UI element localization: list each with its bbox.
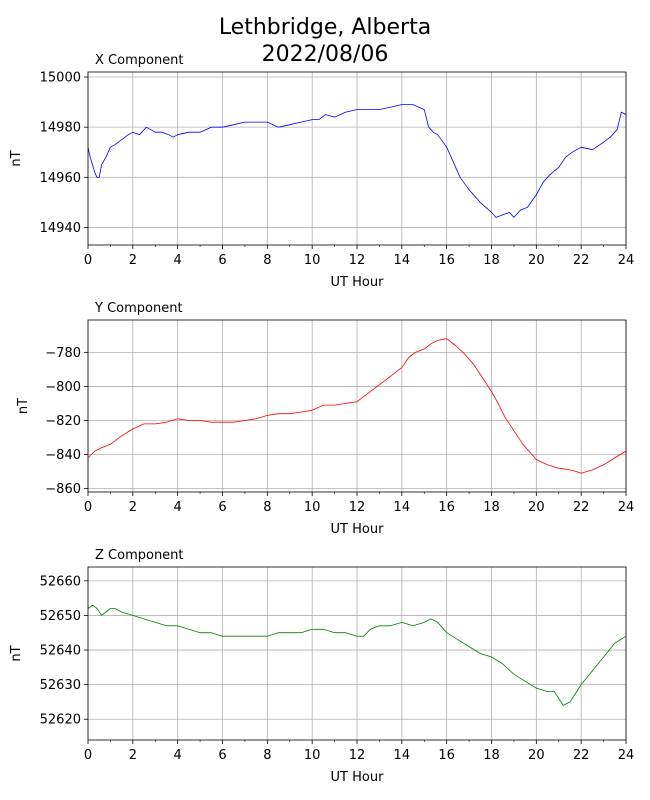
x-tick-label: 8 [263,253,271,268]
x-tick-label: 10 [304,748,321,763]
x-tick-label: 20 [528,253,545,268]
y-tick-label: 52660 [40,574,81,589]
x-tick-label: 2 [129,748,137,763]
panel-1: 0 2 4 6 8 10 12 14 16 18 20 22 241494014960149801500… [9,53,634,290]
y-tick-label: −860 [45,482,81,497]
series-line-1 [87,104,627,218]
x-tick-label: 22 [573,748,590,763]
x-axis-label: UT Hour [331,275,385,290]
x-tick-label: 20 [528,748,545,763]
x-axis-label: UT Hour [331,522,385,537]
y-tick-label: 52620 [40,713,81,728]
y-tick-label: 52640 [40,644,81,659]
x-tick-label: 24 [618,500,635,515]
x-tick-label: 2 [129,253,137,268]
x-tick-label: 6 [218,500,226,515]
x-tick-label: 22 [573,253,590,268]
x-tick-label: 24 [618,748,635,763]
x-tick-label: 4 [174,500,182,515]
x-tick-label: 16 [438,500,455,515]
x-tick-label: 12 [349,500,366,515]
y-tick-label: −800 [45,380,81,395]
series-line-1 [87,338,627,474]
x-tick-label: 4 [174,253,182,268]
panel-title: X Component [95,53,184,68]
x-tick-label: 14 [394,253,411,268]
x-tick-label: 14 [394,500,411,515]
x-tick-label: 12 [349,748,366,763]
panel-title: Y Component [94,301,183,316]
x-tick-label: 10 [304,253,321,268]
y-axis-label: nT [16,398,31,414]
x-tick-label: 0 [84,748,92,763]
x-tick-label: 2 [129,500,137,515]
y-tick-label: −840 [45,448,81,463]
y-tick-label: 52630 [40,678,81,693]
x-tick-label: 8 [263,748,271,763]
series-line-1 [87,604,627,706]
panel-3: 0 2 4 6 8 10 12 14 16 18 20 22 245262052630526405265… [9,548,634,785]
panel-2: 0 2 4 6 8 10 12 14 16 18 20 22 24−780−800−820−840−86… [16,301,634,537]
panel-title: Z Component [95,548,184,563]
x-tick-label: 6 [218,748,226,763]
x-tick-label: 12 [349,253,366,268]
y-tick-label: −820 [45,414,81,429]
x-tick-label: 20 [528,500,545,515]
x-tick-label: 0 [84,500,92,515]
y-tick-label: 15000 [40,71,81,86]
figure-title-line2: 2022/08/06 [262,42,389,67]
x-tick-label: 16 [438,748,455,763]
x-axis-label: UT Hour [331,770,385,785]
y-tick-label: 14940 [40,221,81,236]
x-tick-label: 24 [618,253,635,268]
y-tick-label: 52650 [40,609,81,624]
x-tick-label: 16 [438,253,455,268]
y-axis-label: nT [9,150,24,166]
x-tick-label: 10 [304,500,321,515]
y-tick-label: −780 [45,346,81,361]
x-tick-label: 22 [573,500,590,515]
x-tick-label: 18 [483,748,500,763]
figure-title-line1: Lethbridge, Alberta [219,15,431,40]
x-tick-label: 18 [483,253,500,268]
x-tick-label: 0 [84,253,92,268]
x-tick-label: 8 [263,500,271,515]
y-tick-label: 14980 [40,121,81,136]
x-tick-label: 4 [174,748,182,763]
y-axis-label: nT [9,645,24,661]
x-tick-label: 18 [483,500,500,515]
x-tick-label: 14 [394,748,411,763]
panels: 0 2 4 6 8 10 12 14 16 18 20 22 241494014960149801500… [9,53,634,785]
x-tick-label: 6 [218,253,226,268]
y-tick-label: 14960 [40,171,81,186]
